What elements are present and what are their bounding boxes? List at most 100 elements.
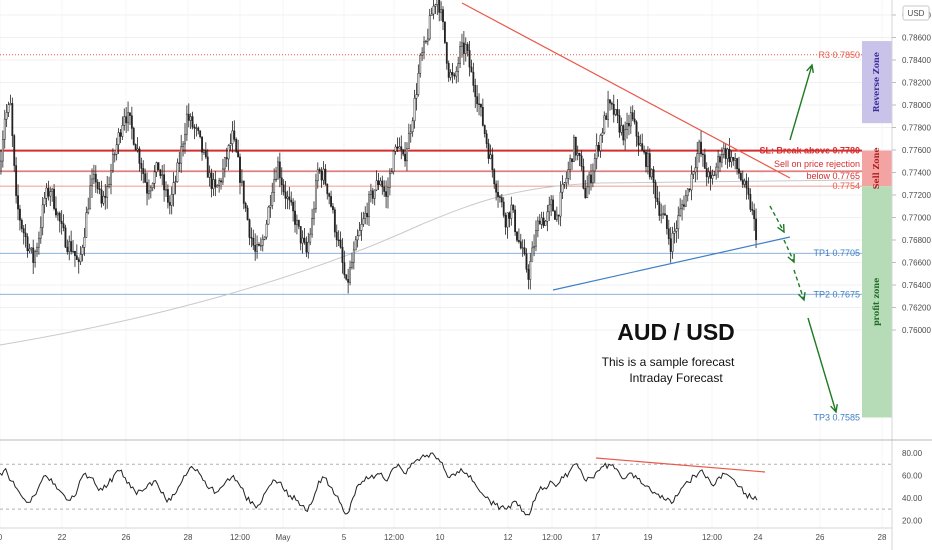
candle-body: [56, 212, 59, 216]
candle-body: [352, 249, 355, 263]
candle-body: [15, 165, 18, 196]
candle-body: [464, 44, 467, 54]
candle-body: [17, 195, 19, 210]
candle-body: [601, 132, 604, 136]
candle-body: [580, 155, 583, 167]
candle-body: [330, 196, 332, 207]
candle-body: [430, 13, 433, 16]
candle-body: [70, 241, 73, 252]
candle-body: [400, 146, 403, 151]
candle-body: [265, 223, 268, 238]
candle-body: [390, 171, 393, 174]
candle-body: [432, 5, 435, 15]
candle-body: [318, 169, 321, 172]
candle-body: [32, 247, 35, 263]
candle-body: [711, 174, 714, 179]
candle-body: [440, 9, 443, 13]
candle-body: [195, 127, 198, 129]
candle-body: [366, 212, 369, 218]
candle-body: [510, 204, 513, 219]
candle-body: [536, 220, 539, 231]
subtitle-line-2: Intraday Forecast: [629, 371, 723, 385]
candle-body: [309, 233, 312, 243]
candle-body: [53, 188, 55, 209]
time-tick-label: 12:00: [230, 533, 251, 542]
candle-body: [267, 206, 270, 225]
candle-body: [165, 189, 167, 191]
candle-body: [225, 157, 228, 160]
zone-band: [862, 150, 892, 187]
candle-body: [212, 179, 215, 189]
candle-body: [182, 143, 184, 147]
candle-body: [646, 153, 649, 167]
zones: [862, 41, 892, 418]
candle-body: [525, 253, 528, 270]
candle-body: [425, 40, 427, 43]
candle-body: [83, 237, 86, 248]
candle-body: [705, 168, 708, 178]
zone-band: [862, 186, 892, 418]
candle-body: [755, 218, 757, 241]
zone-label: Sell Zone: [871, 147, 881, 189]
candle-body: [474, 85, 477, 97]
time-axis-ticks: 0 22 26 28 12:00 May 5 12:00 10 12 12:00 17 19 12:00 2…: [0, 533, 887, 542]
candle-body: [665, 215, 668, 229]
rsi-line: [0, 452, 758, 516]
candle-body: [142, 168, 145, 174]
candle-body: [567, 169, 570, 179]
candle-body: [358, 230, 361, 236]
price-tick-label: 0.77800: [902, 124, 931, 133]
candle-body: [94, 173, 97, 183]
candle-body: [180, 146, 183, 164]
level-label: TP1 0.7705: [813, 248, 860, 258]
candle-body: [161, 174, 164, 176]
time-tick-label: 22: [58, 533, 67, 542]
candle-body: [739, 173, 742, 181]
candle-body: [96, 181, 99, 189]
candle-body: [187, 113, 190, 121]
candle-body: [686, 188, 689, 196]
candle-body: [741, 179, 744, 185]
price-tick-label: 0.78200: [902, 79, 931, 88]
candle-body: [713, 174, 716, 177]
candle-body: [732, 156, 735, 161]
candle-body: [146, 182, 148, 194]
candle-body: [364, 212, 367, 220]
candle-body: [614, 109, 617, 115]
candle-body: [445, 42, 448, 64]
candle-body: [743, 180, 746, 185]
candle-body: [22, 228, 25, 234]
candle-body: [189, 116, 192, 121]
candle-body: [387, 187, 389, 197]
ascending-trendline: [552, 236, 791, 291]
candle-body: [620, 125, 623, 133]
candle-body: [407, 133, 410, 150]
candle-body: [654, 182, 657, 199]
candle-body: [514, 209, 517, 233]
rsi-tick-label: 60.00: [902, 471, 923, 480]
candle-body: [508, 212, 511, 219]
currency-badge[interactable]: USD: [902, 5, 930, 21]
grid: [0, 0, 892, 528]
candle-body: [47, 187, 50, 197]
candle-body: [419, 54, 422, 74]
candle-body: [24, 232, 27, 238]
candle-body: [296, 219, 298, 225]
candle-body: [307, 241, 310, 253]
time-tick-label: 12:00: [542, 533, 563, 542]
candle-body: [197, 127, 200, 131]
candle-body: [436, 0, 439, 5]
candle-body: [404, 153, 406, 162]
candle-body: [481, 106, 484, 126]
candle-body: [1, 139, 4, 162]
level-label: R3 0.7850: [818, 50, 860, 60]
candle-body: [129, 112, 131, 116]
price-tick-label: 0.77000: [902, 214, 931, 223]
time-tick-label: 28: [878, 533, 887, 542]
candle-body: [487, 143, 490, 159]
candles: [0, 0, 757, 294]
candle-body: [210, 172, 213, 189]
candle-body: [314, 180, 317, 210]
candle-body: [593, 158, 596, 172]
